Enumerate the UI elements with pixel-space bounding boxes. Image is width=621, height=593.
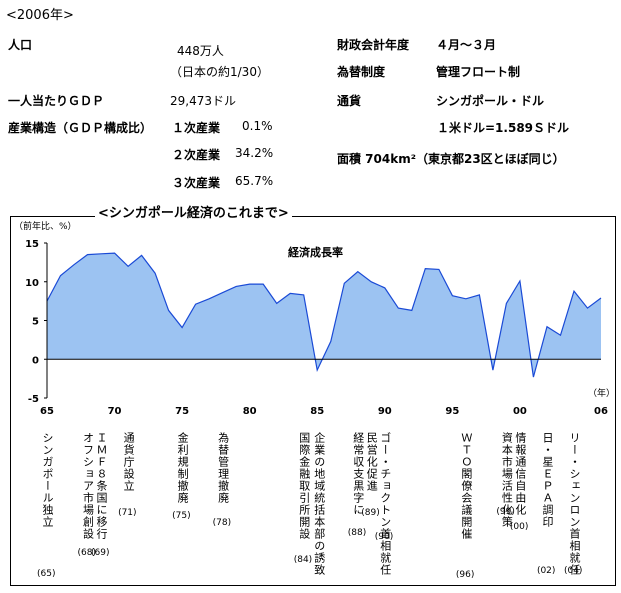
industry-primary-label: １次産業 — [172, 121, 221, 135]
y-axis-label: （前年比、%） — [14, 220, 77, 232]
event-text: ゴー・チョクトン首相就任 — [378, 432, 392, 576]
event-year: (71) — [118, 508, 137, 518]
x-tick-label: 65 — [40, 406, 54, 417]
event-year: (02) — [536, 566, 556, 576]
event-year: (89) — [361, 508, 380, 518]
industry-tertiary-label: ３次産業 — [172, 176, 221, 190]
x-tick-label: 06 — [594, 406, 608, 417]
x-tick-labels: 65 70 75 80 85 90 95 00 06 — [40, 406, 608, 417]
industry-tertiary-value: 65.7% — [235, 174, 274, 188]
event-text: 経常収支黒字に — [351, 432, 365, 516]
event-text: 金利規制撤廃 — [176, 432, 190, 504]
currency-label: 通貨 — [337, 94, 362, 108]
fiscal-label: 財政会計年度 — [337, 38, 410, 52]
y-tick-labels: 15 10 5 0 -5 — [25, 239, 47, 405]
event-year: (90) — [374, 532, 394, 542]
growth-line — [46, 252, 602, 378]
x-tick-label: 75 — [175, 406, 189, 417]
gdp-value: 29,473ドル — [170, 94, 236, 108]
event-year: (69) — [91, 548, 110, 558]
y-tick-label: 15 — [25, 239, 39, 250]
event-year: (84) — [293, 555, 313, 565]
event-text: 情報通信自由化 — [513, 432, 527, 516]
event-text: リー・シェンロン首相就任 — [567, 432, 581, 576]
chart-title: <シンガポール経済のこれまで> — [95, 202, 292, 221]
growth-area — [47, 253, 601, 378]
population-value: 448万人 — [177, 44, 224, 58]
event-year: (04) — [563, 566, 583, 576]
event-text: 企業の地域統括本部の誘致 — [312, 432, 326, 576]
chart-panel — [10, 216, 616, 586]
event-text: 国際金融取引所開設 — [297, 432, 311, 540]
gdp-label: 一人当たりＧＤＰ — [8, 94, 105, 108]
event-text: 資本市場活性化策 — [500, 432, 514, 528]
x-tick-label: 95 — [445, 406, 459, 417]
event-year: (68) — [77, 548, 97, 558]
y-tick-label: 10 — [25, 278, 39, 289]
event-text: 日・星ＥＰＡ調印 — [540, 432, 554, 528]
population-note: （日本の約1/30） — [170, 65, 269, 79]
area-text: 面積 704km²（東京都23区とほぼ同じ） — [337, 152, 565, 166]
industry-primary-value: 0.1% — [242, 119, 273, 133]
x-tick-label: 70 — [108, 406, 122, 417]
currency-value: シンガポール・ドル — [436, 94, 545, 108]
fiscal-value: ４月～３月 — [436, 38, 497, 52]
event-year: (96) — [455, 570, 475, 580]
x-tick-label: 80 — [243, 406, 257, 417]
event-text: 為替管理撤廃 — [216, 432, 230, 504]
event-year: (99) — [496, 507, 515, 517]
x-tick-label: 90 — [378, 406, 392, 417]
industry-label: 産業構造（ＧＤＰ構成比） — [8, 121, 153, 135]
population-label: 人口 — [8, 38, 33, 52]
x-tick-label: 85 — [310, 406, 324, 417]
y-tick-label: 0 — [32, 355, 39, 366]
exchange-value: 管理フロート制 — [436, 65, 521, 79]
rate-value: １米ドル=1.589Ｓドル — [437, 121, 570, 135]
event-text: オフショア市場創設 — [81, 432, 95, 540]
x-axis-label: （年） — [588, 387, 615, 399]
event-text: ＷＴＯ閣僚会議開催 — [459, 432, 473, 540]
x-tick-label: 00 — [513, 406, 527, 417]
event-year: (78) — [212, 518, 232, 528]
event-text: 民営化促進 — [365, 432, 379, 492]
event-text: 通貨庁設立 — [122, 432, 136, 492]
year-label: <2006年> — [6, 8, 74, 23]
event-year: (88) — [347, 528, 367, 538]
industry-secondary-label: ２次産業 — [172, 148, 221, 162]
y-tick-label: 5 — [32, 317, 39, 328]
event-text: ＩＭＦ８条国に移行 — [95, 432, 109, 540]
event-text: シンガポール独立 — [41, 432, 54, 528]
exchange-label: 為替制度 — [337, 65, 386, 79]
industry-secondary-value: 34.2% — [235, 146, 274, 160]
event-year: (75) — [172, 511, 191, 521]
event-year: (65) — [37, 569, 56, 579]
y-tick-label: -5 — [28, 394, 39, 405]
event-year: (00) — [509, 522, 529, 532]
series-label: 経済成長率 — [288, 245, 343, 259]
